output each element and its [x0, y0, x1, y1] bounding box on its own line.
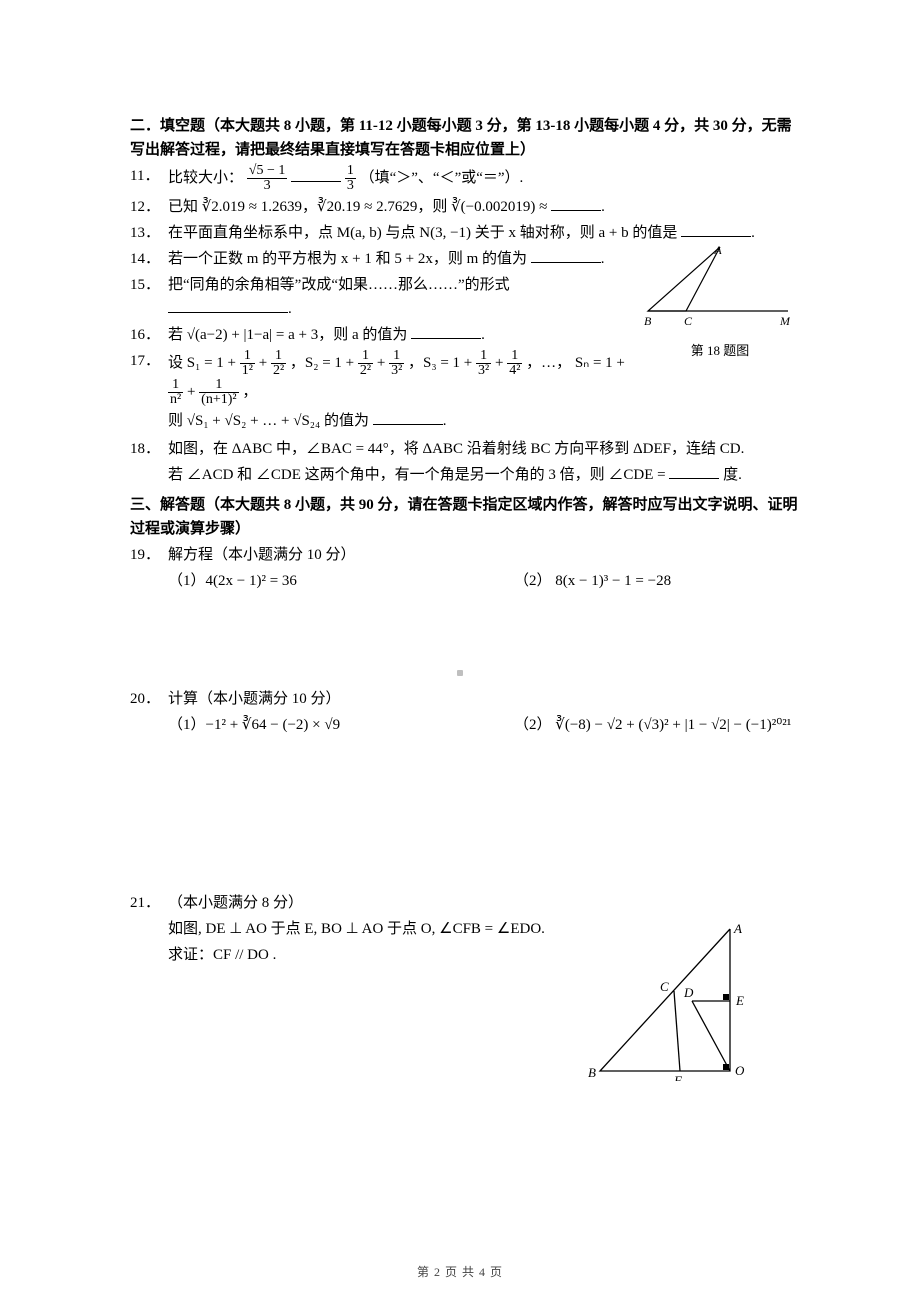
q17-pre: 设 [168, 355, 187, 371]
q12-text: 已知 ∛2.019 ≈ 1.2639，∛20.19 ≈ 2.7629，则 ∛(−… [168, 199, 547, 215]
fig21-D: D [683, 985, 694, 1000]
q17-period: . [443, 413, 447, 429]
q16-number: 16． [130, 323, 168, 347]
q14-text: 若一个正数 m 的平方根为 x + 1 和 5 + 2x，则 m 的值为 [168, 251, 527, 267]
q18-line1: 如图，在 ΔABC 中，∠BAC = 44°，将 ΔABC 沿着射线 BC 方向… [168, 437, 800, 461]
q12-blank [551, 195, 601, 211]
q16-text: 若 √(a−2) + |1−a| = a + 3，则 a 的值为 [168, 327, 407, 343]
fig18-label-M: M [779, 314, 790, 328]
q15-blank [168, 297, 288, 313]
figure-21: A O B E D C F [580, 921, 760, 1089]
q14-number: 14． [130, 247, 168, 271]
q20-number: 20． [130, 687, 168, 711]
q20-sub1: （1）−1² + ∛64 − (−2) × √9 [168, 713, 454, 737]
q17-line2: 则 √S₁ + √S₂ + … + √S₂₄ 的值为 [168, 413, 369, 429]
q11-text-b: （填“＞”、“＜”或“＝”）. [360, 170, 524, 186]
q15-text: 把“同角的余角相等”改成“如果……那么……”的形式 [168, 277, 510, 293]
q11-frac2: 13 [345, 164, 356, 193]
q18-line2b: 度. [723, 467, 742, 483]
question-21: 21． （本小题满分 8 分） 如图, DE ⊥ AO 于点 E, BO ⊥ A… [130, 891, 800, 969]
q11-text-a: 比较大小： [168, 170, 243, 186]
q11-blank [291, 166, 341, 182]
figure-18-container: A B C M 第 18 题图 14． 若一个正数 m 的平方根为 x + 1 … [130, 247, 800, 435]
q19-number: 19． [130, 543, 168, 567]
page-container: 二．填空题（本大题共 8 小题，第 11-12 小题每小题 3 分，第 13-1… [0, 0, 920, 1302]
question-17: 17． 设 S₁ = 1 + 11² + 12² ，S₂ = 1 + 12² +… [130, 349, 800, 435]
center-dot [457, 670, 463, 676]
fig18-label-B: B [644, 314, 652, 328]
q13-blank [681, 221, 751, 237]
fig21-E: E [735, 993, 744, 1008]
q16-period: . [481, 327, 485, 343]
spacer-after-19 [130, 595, 800, 685]
q15-period: . [288, 301, 292, 317]
q18-line2a: 若 ∠ACD 和 ∠CDE 这两个角中，有一个角是另一个角的 3 倍，则 ∠CD… [168, 467, 666, 483]
q19-sub2: （2） 8(x − 1)³ − 1 = −28 [514, 569, 800, 593]
q20-title: 计算（本小题满分 10 分） [168, 687, 800, 711]
q18-blank [669, 463, 719, 479]
question-11: 11． 比较大小： √5 − 13 13 （填“＞”、“＜”或“＝”）. [130, 164, 800, 193]
q13-text: 在平面直角坐标系中，点 M(a, b) 与点 N(3, −1) 关于 x 轴对称… [168, 225, 677, 241]
figure-21-svg: A O B E D C F [580, 921, 760, 1081]
q18-number: 18． [130, 437, 168, 461]
q14-blank [531, 247, 601, 263]
question-20: 20． 计算（本小题满分 10 分） （1）−1² + ∛64 − (−2) ×… [130, 687, 800, 737]
page-footer: 第 2 页 共 4 页 [0, 1263, 920, 1282]
q11-frac1: √5 − 13 [247, 164, 288, 193]
q16-blank [411, 323, 481, 339]
section3-header: 三、解答题（本大题共 8 小题，共 90 分，请在答题卡指定区域内作答，解答时应… [130, 493, 800, 541]
q17-blank [373, 409, 443, 425]
q12-period: . [601, 199, 605, 215]
question-12: 12． 已知 ∛2.019 ≈ 1.2639，∛20.19 ≈ 2.7629，则… [130, 195, 800, 219]
section2-header: 二．填空题（本大题共 8 小题，第 11-12 小题每小题 3 分，第 13-1… [130, 114, 800, 162]
spacer-after-20 [130, 739, 800, 889]
q17-number: 17． [130, 349, 168, 373]
figure-18-caption: 第 18 题图 [640, 341, 800, 362]
fig21-F: F [673, 1073, 683, 1081]
q13-number: 13． [130, 221, 168, 245]
question-18: 18． 如图，在 ΔABC 中，∠BAC = 44°，将 ΔABC 沿着射线 B… [130, 437, 800, 489]
q20-sub2: （2） ∛(−8) − √2 + (√3)² + |1 − √2| − (−1)… [514, 713, 800, 737]
q19-title: 解方程（本小题满分 10 分） [168, 543, 800, 567]
fig21-A: A [733, 921, 742, 936]
fig21-C: C [660, 979, 669, 994]
q14-period: . [601, 251, 605, 267]
q11-number: 11． [130, 164, 168, 188]
q17-s1: S₁ = 1 + [187, 355, 240, 371]
fig21-O: O [735, 1063, 745, 1078]
q12-number: 12． [130, 195, 168, 219]
q15-number: 15． [130, 273, 168, 297]
figure-18: A B C M 第 18 题图 [640, 241, 800, 362]
fig18-label-C: C [684, 314, 693, 328]
q13-period: . [751, 225, 755, 241]
q21-title: （本小题满分 8 分） [168, 891, 800, 915]
question-19: 19． 解方程（本小题满分 10 分） （1）4(2x − 1)² = 36 （… [130, 543, 800, 593]
q19-sub1: （1）4(2x − 1)² = 36 [168, 569, 454, 593]
fig18-label-A: A [713, 243, 722, 257]
fig21-B: B [588, 1065, 596, 1080]
q21-number: 21． [130, 891, 168, 915]
figure-18-svg: A B C M [640, 241, 790, 331]
